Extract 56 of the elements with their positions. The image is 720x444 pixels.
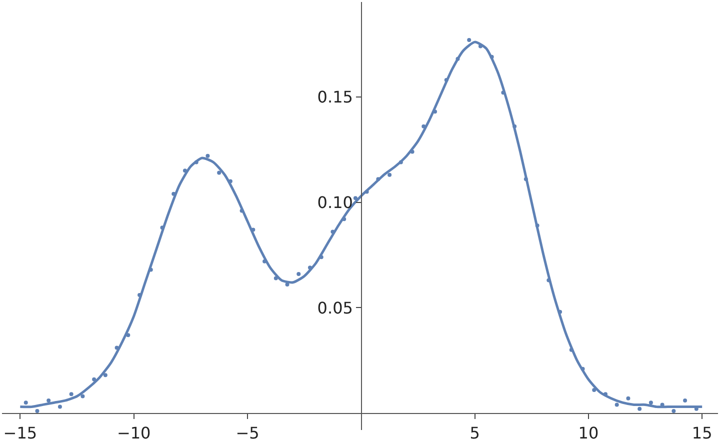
point	[422, 124, 426, 128]
point	[251, 228, 256, 232]
point	[308, 266, 312, 270]
point	[433, 110, 438, 114]
point	[342, 217, 346, 222]
point	[524, 177, 528, 182]
point	[35, 409, 40, 414]
point	[194, 160, 198, 164]
point	[456, 56, 460, 61]
x-tick-label: −10	[116, 423, 151, 442]
point	[296, 272, 301, 276]
point	[580, 366, 585, 371]
x-tick-label: 15	[692, 423, 712, 442]
point	[478, 44, 482, 48]
y-tick-label: 0.05	[317, 298, 353, 318]
point	[388, 172, 392, 177]
point	[126, 333, 130, 338]
point	[569, 348, 574, 352]
point	[182, 168, 187, 173]
y-tick-label: 0.10	[317, 192, 353, 212]
point	[80, 394, 85, 398]
point	[285, 282, 290, 287]
point	[614, 402, 619, 407]
point	[626, 396, 630, 400]
point	[353, 196, 358, 200]
x-tick-label: −15	[3, 423, 38, 442]
point	[683, 398, 688, 402]
point	[330, 230, 335, 234]
point	[376, 177, 380, 182]
point	[240, 208, 244, 213]
x-tick-label: 10	[578, 423, 599, 442]
point	[398, 160, 403, 164]
point	[69, 392, 74, 396]
x-tick-label: −5	[236, 423, 260, 442]
y-tick-label: 0.15	[317, 87, 353, 106]
point	[535, 223, 540, 228]
point	[410, 150, 414, 154]
point	[648, 400, 653, 405]
point	[114, 346, 119, 350]
point	[467, 38, 472, 42]
x-tick-label: 5	[470, 423, 480, 442]
point	[46, 398, 51, 402]
point	[592, 388, 596, 392]
point	[24, 400, 28, 405]
point	[672, 409, 676, 414]
point	[92, 377, 96, 382]
point	[58, 404, 62, 409]
point	[206, 154, 210, 158]
point	[638, 406, 642, 411]
point	[444, 78, 448, 82]
point	[512, 124, 517, 128]
point	[103, 373, 108, 378]
point	[364, 190, 369, 194]
point	[217, 170, 222, 175]
point	[274, 276, 278, 280]
point	[490, 54, 494, 59]
